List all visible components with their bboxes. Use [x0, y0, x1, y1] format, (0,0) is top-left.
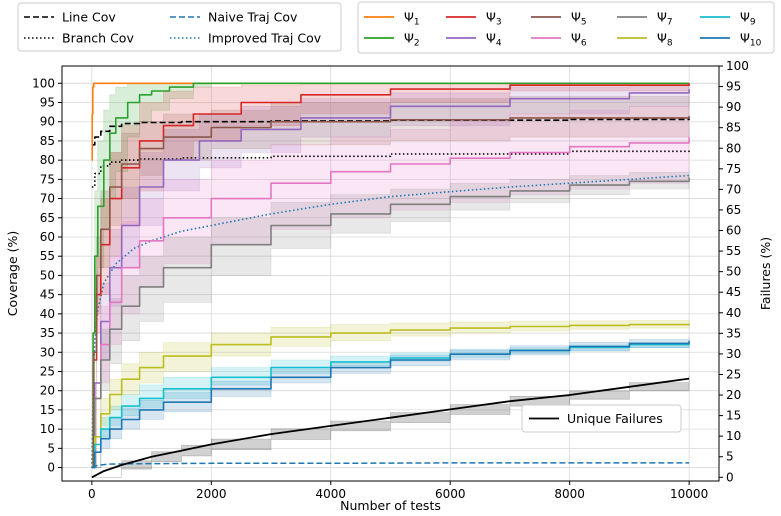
y2-tick-label: 10: [726, 429, 741, 443]
legend-label: Unique Failures: [567, 411, 663, 426]
y-tick-label: 5: [47, 441, 55, 455]
y2-tick-label: 60: [726, 224, 741, 238]
band-ψ5: [91, 94, 690, 468]
y-tick-label: 0: [47, 461, 55, 475]
y-tick-label: 35: [40, 326, 55, 340]
band-ψ8: [91, 320, 690, 468]
y-tick-label: 75: [40, 172, 55, 186]
y-tick-label: 80: [40, 153, 55, 167]
y-tick-label: 55: [40, 249, 55, 263]
y2-tick-label: 20: [726, 388, 741, 402]
legend-label: Improved Traj Cov: [208, 31, 322, 46]
series-line-ψ4: [91, 89, 690, 469]
y2-tick-label: 80: [726, 141, 741, 155]
y-tick-label: 15: [40, 403, 55, 417]
series-line-ψ7: [91, 177, 690, 469]
y-tick-label: 40: [40, 307, 55, 321]
x-tick-label: 4000: [315, 487, 346, 501]
y-tick-label: 20: [40, 384, 55, 398]
series-line-unique-failures: [91, 377, 690, 479]
series-line-branch-cov: [91, 148, 690, 188]
x-tick-label: 8000: [554, 487, 585, 501]
legend-box-coverage: [17, 2, 342, 52]
legend-box-failures: [521, 404, 682, 433]
y-tick-label: 60: [40, 230, 55, 244]
y2-tick-label: 45: [726, 285, 741, 299]
y2-tick-label: 35: [726, 326, 741, 340]
y-tick-label: 90: [40, 115, 55, 129]
y2-tick-label: 90: [726, 100, 741, 114]
y2-axis-title: Failures (%): [758, 237, 773, 310]
legend-box-psi: [357, 1, 775, 54]
legend-label: Branch Cov: [62, 31, 134, 46]
y2-tick-label: 85: [726, 121, 741, 135]
y-tick-label: 100: [32, 76, 55, 90]
series-line-ψ10: [91, 340, 690, 469]
legend-label: Naive Traj Cov: [208, 10, 298, 25]
y-tick-label: 45: [40, 288, 55, 302]
y-tick-label: 25: [40, 364, 55, 378]
x-tick-label: 10000: [670, 487, 708, 501]
y2-tick-label: 25: [726, 367, 741, 381]
y-tick-label: 50: [40, 268, 55, 282]
series-line-ψ5: [91, 116, 690, 469]
y-tick-label: 65: [40, 211, 55, 225]
y2-tick-label: 65: [726, 203, 741, 217]
legend-label: Line Cov: [62, 10, 116, 25]
series-line-naive-traj-cov: [91, 462, 690, 469]
y2-tick-label: 5: [726, 450, 734, 464]
y-tick-label: 95: [40, 96, 55, 110]
x-axis-title: Number of tests: [340, 498, 441, 513]
y2-tick-label: 95: [726, 80, 741, 94]
y2-tick-label: 50: [726, 265, 741, 279]
x-tick-label: 6000: [435, 487, 466, 501]
y-tick-label: 30: [40, 345, 55, 359]
y2-tick-label: 15: [726, 409, 741, 423]
legends: Line Cov Naive Traj Cov Branch Cov Improved…: [17, 1, 775, 433]
plot-frame: [61, 65, 720, 482]
y-axis-title: Coverage (%): [5, 231, 20, 317]
axes: 0 2000 4000 6000 8000 10000 0 5 10 15 20 25 30 35 40 45…: [32, 59, 749, 501]
series-line-ψ8: [91, 323, 690, 469]
y2-tick-label: 55: [726, 244, 741, 258]
y2-tick-label: 40: [726, 306, 741, 320]
series-line-ψ2: [91, 82, 690, 469]
y2-tick-label: 30: [726, 347, 741, 361]
y-tick-label: 85: [40, 134, 55, 148]
y2-tick-label: 75: [726, 162, 741, 176]
series-line-ψ1: [91, 82, 690, 161]
y2-tick-label: 100: [726, 59, 749, 73]
y2-tick-label: 70: [726, 182, 741, 196]
y-tick-label: 70: [40, 192, 55, 206]
y2-tick-label: 0: [726, 470, 734, 484]
series-lines: [91, 82, 690, 479]
x-tick-label: 0: [88, 487, 96, 501]
y-tick-label: 10: [40, 422, 55, 436]
x-tick-label: 2000: [196, 487, 227, 501]
